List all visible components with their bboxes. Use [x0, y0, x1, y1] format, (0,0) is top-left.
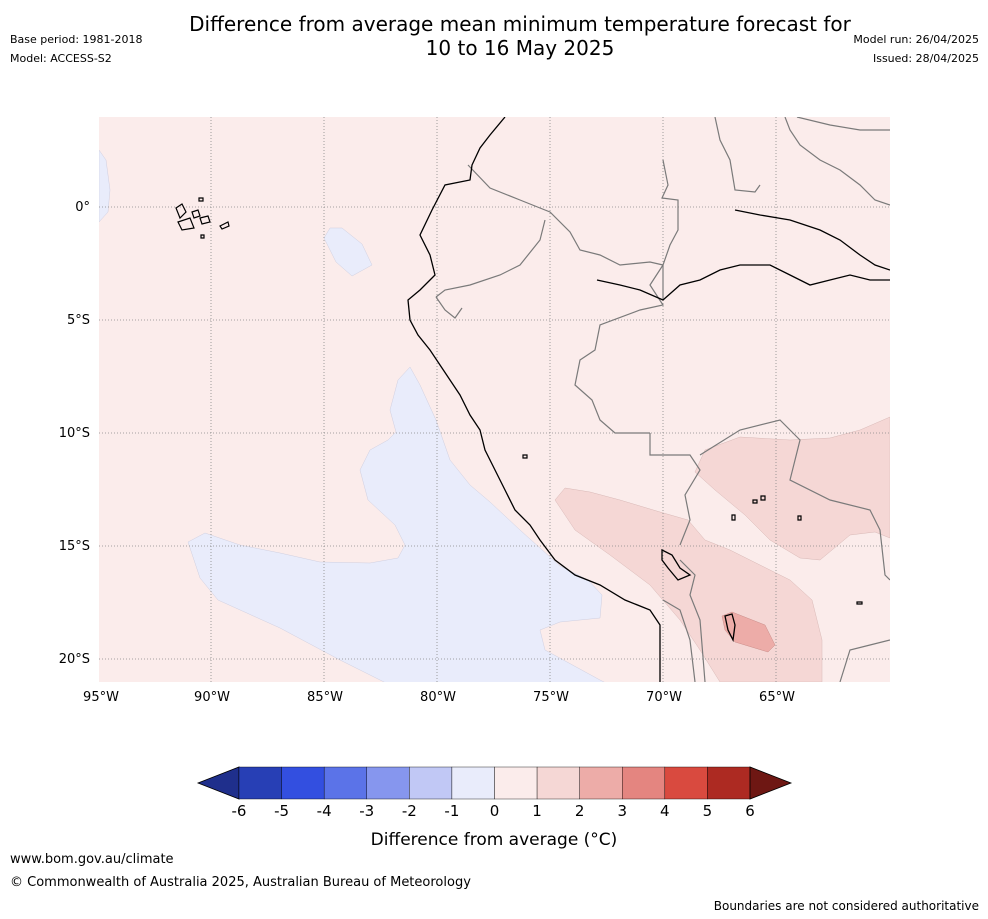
country-borders: [435, 117, 890, 682]
colorbar-tick-label: 1: [532, 802, 542, 820]
lon-label-90w: 90°W: [194, 690, 230, 705]
colorbar-tick-label: 5: [703, 802, 713, 820]
colorbar-extend-low: [196, 766, 240, 800]
colorbar-segment: [494, 766, 538, 800]
colorbar-tick-label: -1: [444, 802, 459, 820]
colorbar-segment: [664, 766, 708, 800]
lat-label-15s: 15°S: [59, 539, 90, 554]
coastlines: [407, 117, 890, 682]
lon-label-75w: 75°W: [533, 690, 569, 705]
lat-label-5s: 5°S: [67, 313, 90, 328]
colorbar-segment: [579, 766, 623, 800]
latitude-labels: 0° 5°S 10°S 15°S 20°S: [59, 200, 90, 667]
cool-anomaly-offshore: [323, 227, 373, 277]
meta-right: Model run: 26/04/2025 Issued: 28/04/2025: [853, 30, 979, 68]
longitude-labels: 95°W 90°W 85°W 80°W 75°W 70°W 65°W: [83, 690, 795, 705]
colorbar-label: Difference from average (°C): [371, 830, 618, 850]
model-name: Model: ACCESS-S2: [10, 52, 112, 65]
cool-anomaly-edge: [99, 149, 111, 223]
warmer-anomaly-spot: [721, 611, 776, 653]
lon-label-65w: 65°W: [759, 690, 795, 705]
colorbar-tick-label: -5: [274, 802, 289, 820]
lat-label-10s: 10°S: [59, 426, 90, 441]
map-area: [99, 117, 890, 682]
colorbar-tick-label: 4: [660, 802, 670, 820]
lon-label-70w: 70°W: [646, 690, 682, 705]
colorbar: [196, 766, 793, 800]
title-line-1: Difference from average mean minimum tem…: [189, 12, 851, 36]
meta-left: Base period: 1981-2018 Model: ACCESS-S2: [10, 30, 142, 68]
islands: [175, 197, 863, 605]
colorbar-ticks: -6 -5 -4 -3 -2 -1 0 1 2 3 4 5 6: [232, 802, 755, 820]
chart-title: Difference from average mean minimum tem…: [150, 12, 890, 60]
colorbar-segment: [707, 766, 751, 800]
colorbar-tick-label: -3: [359, 802, 374, 820]
colorbar-tick-label: 3: [617, 802, 627, 820]
colorbar-tick-label: -2: [402, 802, 417, 820]
model-run: Model run: 26/04/2025: [853, 33, 979, 46]
gridlines: [99, 117, 890, 682]
warm-anomaly-east: [694, 416, 890, 561]
colorbar-tick-label: -6: [232, 802, 247, 820]
footer-copyright: © Commonwealth of Australia 2025, Austra…: [10, 875, 471, 890]
footer-disclaimer: Boundaries are not considered authoritat…: [713, 899, 979, 913]
colorbar-segment: [366, 766, 410, 800]
colorbar-tick-label: 6: [745, 802, 755, 820]
colorbar-segment: [536, 766, 580, 800]
lat-label-0: 0°: [75, 200, 90, 215]
footer-url[interactable]: www.bom.gov.au/climate: [10, 852, 174, 867]
cool-anomaly-ocean: [187, 366, 605, 682]
colorbar-segment: [409, 766, 453, 800]
colorbar-tick-label: 2: [575, 802, 585, 820]
colorbar-segment: [622, 766, 666, 800]
colorbar-segment: [323, 766, 367, 800]
lon-label-85w: 85°W: [307, 690, 343, 705]
lon-label-80w: 80°W: [420, 690, 456, 705]
colorbar-segment: [451, 766, 495, 800]
lat-label-20s: 20°S: [59, 652, 90, 667]
colorbar-tick-label: 0: [490, 802, 500, 820]
colorbar-tick-label: -4: [317, 802, 332, 820]
lon-label-95w: 95°W: [83, 690, 119, 705]
colorbar-segment: [238, 766, 282, 800]
title-line-2: 10 to 16 May 2025: [425, 36, 615, 60]
issued-date: Issued: 28/04/2025: [872, 52, 979, 65]
colorbar-segment: [281, 766, 325, 800]
colorbar-extend-high: [749, 766, 793, 800]
base-period: Base period: 1981-2018: [10, 33, 143, 46]
